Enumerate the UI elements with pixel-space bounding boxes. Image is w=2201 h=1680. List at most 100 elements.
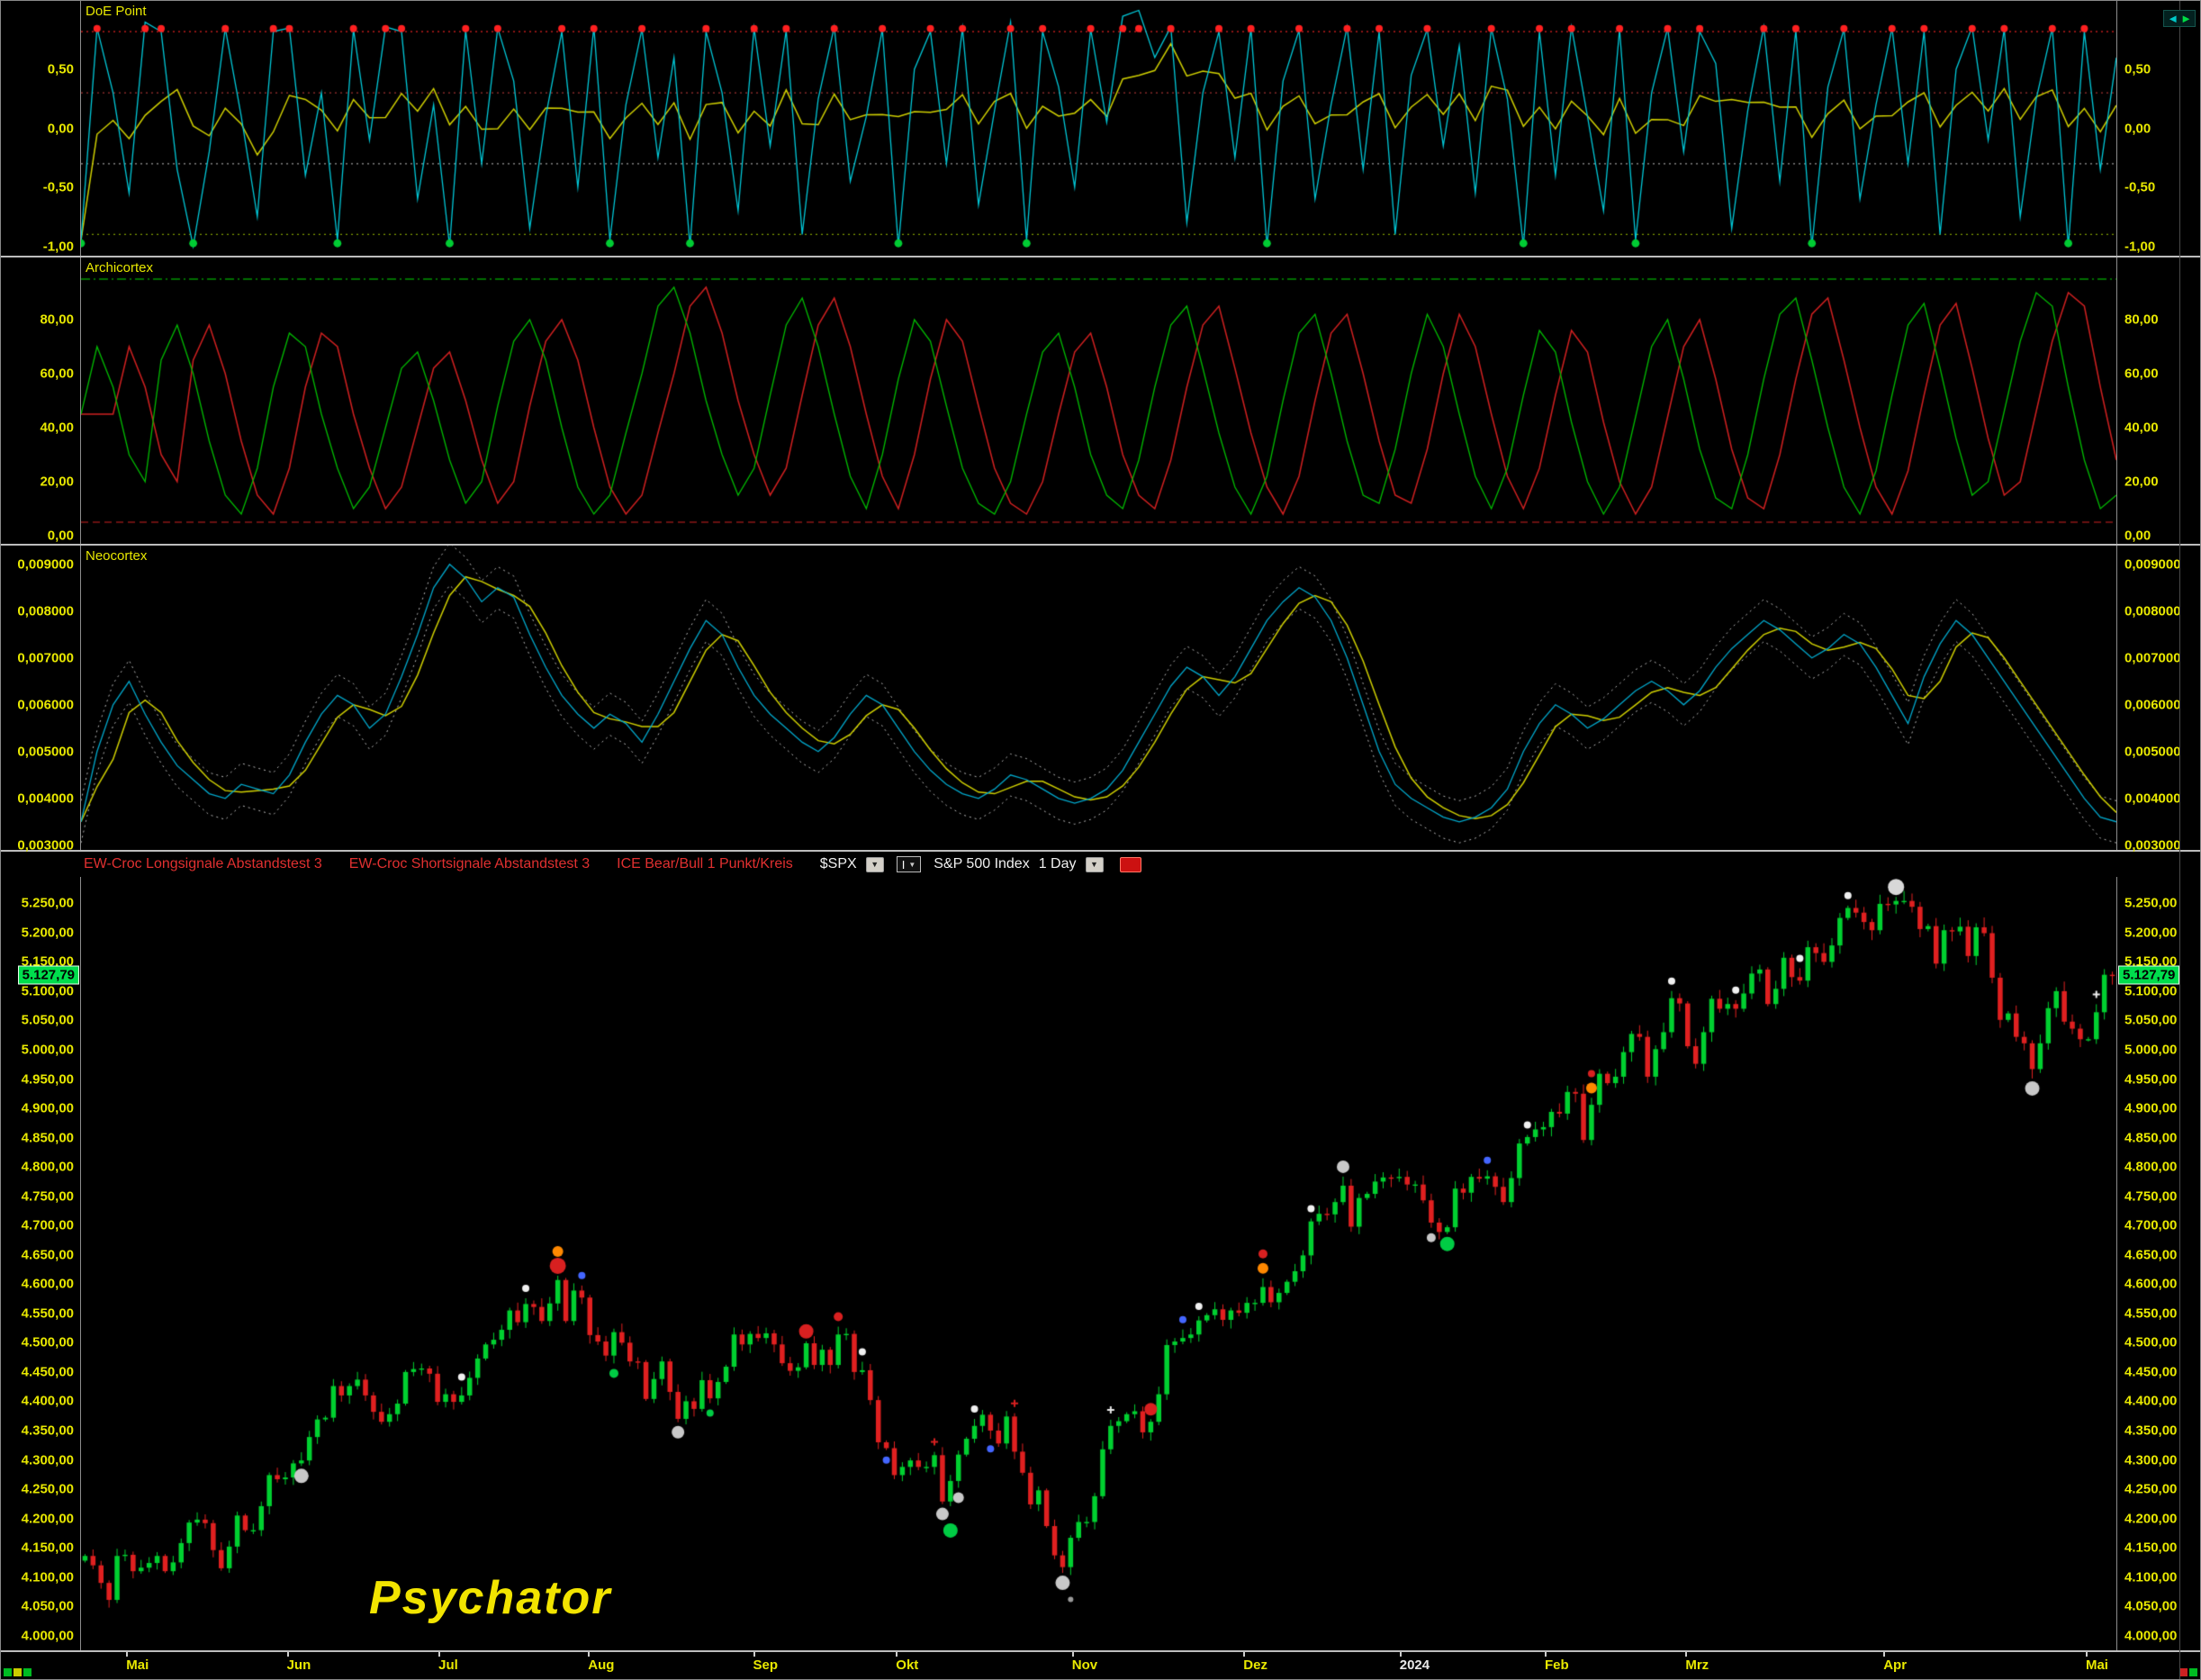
price-chart-canvas[interactable] (81, 877, 2116, 1650)
y-axis-label: 4.300,00 (21, 1452, 74, 1468)
y-axis-label: 5.200,00 (2124, 925, 2178, 941)
y-axis-label: 5.100,00 (2124, 983, 2178, 999)
y-axis-label: 5.000,00 (21, 1042, 74, 1058)
y-axis-label: 4.100,00 (21, 1569, 74, 1585)
y-axis-label: 0,006000 (17, 697, 74, 713)
y-axis-label: 4.650,00 (2124, 1247, 2178, 1263)
panel-divider[interactable] (1, 850, 2200, 852)
y-axis-label: -0,50 (2124, 179, 2156, 195)
neocortex-y-axis-right: 0,009000 0,008000 0,007000 0,006000 0,005000… (2117, 546, 2200, 853)
doe-point-y-axis-right: 0,50 0,00 -0,50 -1,00 (2117, 1, 2200, 256)
scroll-mark (4, 1668, 12, 1676)
y-axis-label: 4.600,00 (2124, 1276, 2178, 1292)
scroll-mark (14, 1668, 22, 1676)
y-axis-label: 0,008000 (17, 603, 74, 619)
chevron-down-icon: ▼ (870, 860, 879, 869)
y-axis-label: 4.950,00 (21, 1071, 74, 1087)
last-price-badge: 5.127,79 (17, 965, 79, 985)
y-axis-label: 60,00 (2124, 366, 2159, 382)
x-axis-month-label: Jul (438, 1657, 458, 1673)
y-axis-label: 0,004000 (17, 790, 74, 807)
x-axis-tick (1071, 1652, 1074, 1657)
y-axis-label: 0,005000 (17, 744, 74, 760)
x-axis-tick (588, 1652, 591, 1657)
nav-right-arrow-icon: ► (2180, 12, 2192, 25)
y-axis-label: 5.100,00 (21, 983, 74, 999)
y-axis-label: 4.250,00 (2124, 1481, 2178, 1497)
y-axis-label: -1,00 (2124, 239, 2156, 255)
timeframe-dropdown-button[interactable]: ▼ (1085, 856, 1104, 872)
y-axis-label: -1,00 (42, 239, 74, 255)
y-axis-label: 80,00 (2124, 312, 2159, 328)
pane-navigation-icon[interactable]: ◄ ► (2163, 10, 2196, 27)
x-axis-tick (1243, 1652, 1246, 1657)
indicator-label-ice-bearbull[interactable]: ICE Bear/Bull 1 Punkt/Kreis (617, 856, 793, 872)
y-axis-label: 4.450,00 (21, 1364, 74, 1380)
y-axis-label: 0,009000 (2124, 556, 2181, 573)
y-axis-label: 4.550,00 (2124, 1305, 2178, 1322)
y-axis-label: 4.650,00 (21, 1247, 74, 1263)
y-axis-label: 5.200,00 (21, 925, 74, 941)
y-axis-label: 4.350,00 (2124, 1423, 2178, 1439)
y-axis-label: 4.950,00 (2124, 1071, 2178, 1087)
timeframe-label: 1 Day (1038, 856, 1077, 872)
index-name-label: S&P 500 Index (934, 856, 1030, 872)
doe-point-chart-canvas[interactable] (81, 1, 2116, 256)
scroll-mark (2189, 1668, 2197, 1676)
symbol-dropdown-button[interactable]: ▼ (865, 856, 884, 872)
y-axis-label: 4.700,00 (2124, 1217, 2178, 1233)
scroll-mark (2179, 1668, 2187, 1676)
neocortex-y-axis-left: 0,009000 0,008000 0,007000 0,006000 0,005000… (1, 546, 80, 854)
y-axis-label: 4.200,00 (21, 1511, 74, 1527)
price-chart[interactable]: Psychator (80, 877, 2117, 1650)
neocortex-chart[interactable]: Neocortex (80, 546, 2117, 850)
y-axis-label: 4.150,00 (2124, 1540, 2178, 1556)
y-axis-label: 4.600,00 (21, 1276, 74, 1292)
scroll-indicator-right (2179, 1668, 2197, 1676)
y-axis-label: 4.300,00 (2124, 1452, 2178, 1468)
y-axis-label: 4.850,00 (2124, 1130, 2178, 1146)
y-axis-label: 4.850,00 (21, 1130, 74, 1146)
panel-divider[interactable] (1, 256, 2200, 257)
nav-left-arrow-icon: ◄ (2167, 12, 2179, 25)
y-axis-label: 5.050,00 (2124, 1012, 2178, 1028)
y-axis-label: 4.550,00 (21, 1305, 74, 1322)
y-axis-label: 0,003000 (17, 837, 74, 854)
y-axis-label: 0,007000 (2124, 650, 2181, 666)
y-axis-label: 40,00 (2124, 420, 2159, 436)
y-axis-label: 4.900,00 (2124, 1100, 2178, 1116)
y-axis-label: 4.050,00 (21, 1598, 74, 1614)
price-y-axis-left: 5.250,00 5.200,00 5.150,00 5.100,00 5.050,00… (1, 877, 80, 1650)
y-axis-label: 4.350,00 (21, 1423, 74, 1439)
x-axis-month-label: Jun (286, 1657, 311, 1673)
last-price-badge: 5.127,79 (2118, 965, 2180, 985)
y-axis-label: 0,007000 (17, 650, 74, 666)
archicortex-chart-canvas[interactable] (81, 257, 2116, 544)
x-axis-month-label: Nov (1071, 1657, 1098, 1673)
x-axis-month-label: Okt (896, 1657, 919, 1673)
neocortex-chart-canvas[interactable] (81, 546, 2116, 850)
indicator-label-shortsignale[interactable]: EW-Croc Shortsignale Abstandstest 3 (348, 856, 591, 872)
x-axis-tick (438, 1652, 441, 1657)
interval-button[interactable]: I ▼ (896, 856, 922, 872)
panel-divider[interactable] (1, 544, 2200, 546)
y-axis-label: 4.000,00 (2124, 1628, 2178, 1644)
y-axis-label: 4.250,00 (21, 1481, 74, 1497)
y-axis-label: 0,004000 (2124, 790, 2181, 807)
y-axis-label: 4.750,00 (2124, 1188, 2178, 1205)
x-axis-tick (126, 1652, 129, 1657)
panel-title-archicortex: Archicortex (86, 260, 154, 275)
y-axis-label: 0,00 (47, 121, 74, 136)
y-axis-label: 4.500,00 (2124, 1334, 2178, 1350)
archicortex-chart[interactable]: Archicortex (80, 257, 2117, 544)
x-axis-tick (1544, 1652, 1547, 1657)
time-axis[interactable]: Mai Jun Jul Aug Sep Okt Nov Dez 2024 Feb Mrz Apr Mai (1, 1650, 2200, 1679)
doe-point-chart[interactable]: DoE Point (80, 1, 2117, 256)
x-axis-month-label: Apr (1883, 1657, 1908, 1673)
indicator-label-longsignale[interactable]: EW-Croc Longsignale Abstandstest 3 (84, 856, 322, 872)
panel-title-neocortex: Neocortex (86, 548, 148, 564)
panel-archicortex: 80,00 60,00 40,00 20,00 0,00 Archicortex 80,… (1, 257, 2200, 544)
y-axis-label: 80,00 (40, 312, 74, 328)
x-axis-tick (2085, 1652, 2088, 1657)
alert-chip-icon[interactable] (1119, 856, 1141, 872)
